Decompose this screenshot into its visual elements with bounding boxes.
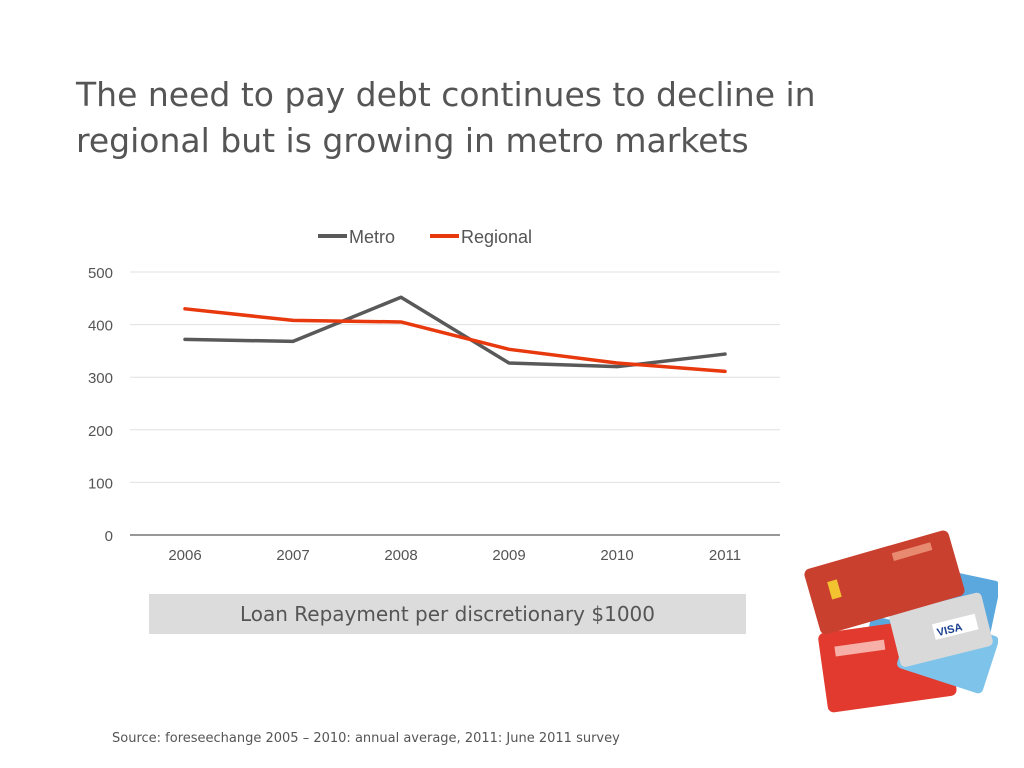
x-tick-label: 2009 [492, 547, 525, 564]
legend-label-regional: Regional [461, 227, 532, 247]
x-tick-label: 2010 [600, 547, 633, 564]
chart-legend: Metro Regional [318, 227, 532, 247]
x-tick-label: 2006 [168, 547, 201, 564]
series-line-regional [183, 307, 727, 374]
y-tick-label: 0 [105, 528, 113, 545]
slide-title: The need to pay debt continues to declin… [76, 72, 836, 164]
x-tick-label: 2011 [709, 547, 741, 564]
x-tick-label: 2008 [384, 547, 417, 564]
x-tick-label: 2007 [276, 547, 309, 564]
y-tick-label: 300 [88, 370, 113, 387]
title-line-1: The need to pay debt continues to declin… [76, 75, 816, 114]
y-tick-label: 400 [88, 318, 113, 335]
source-note: Source: foreseechange 2005 – 2010: annua… [112, 731, 620, 746]
chart-caption: Loan Repayment per discretionary $1000 [149, 594, 746, 634]
legend-label-metro: Metro [349, 227, 395, 247]
title-line-2: regional but is growing in metro markets [76, 121, 749, 160]
y-tick-label: 200 [88, 423, 113, 440]
y-tick-label: 100 [88, 475, 113, 492]
credit-cards-image: VISA [804, 530, 998, 713]
y-tick-label: 500 [88, 265, 113, 282]
series-line-metro [183, 295, 727, 369]
